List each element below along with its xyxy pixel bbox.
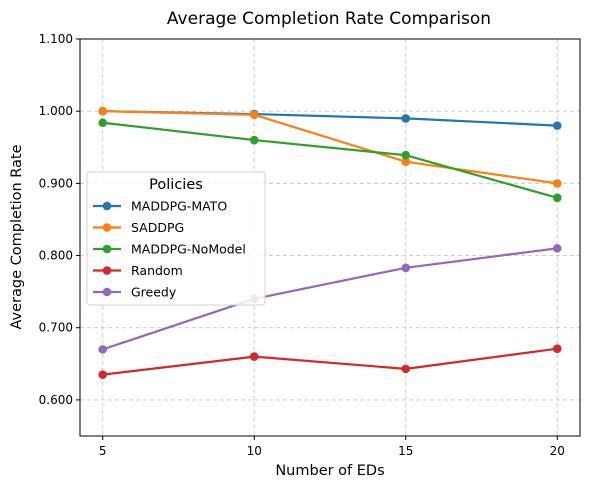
data-point-maddpg-mato	[401, 114, 411, 123]
legend-marker-maddpg-mato	[102, 201, 112, 211]
y-tick-label: 1.100	[39, 32, 73, 46]
y-axis-label: Average Completion Rate	[9, 144, 25, 329]
x-tick-label: 10	[247, 444, 262, 458]
series-layer	[98, 106, 562, 379]
series-line-saddpg	[102, 110, 558, 185]
legend-marker-greedy	[102, 287, 112, 297]
legend: Policies MADDPG-MATO SADDPG MADDPG-NoModel…	[86, 171, 266, 306]
y-axis: 0.600 0.700 0.800 0.900 1.000 1.100	[39, 32, 80, 407]
y-tick-label: 0.800	[39, 249, 73, 263]
data-point-maddpg-nomodel	[98, 118, 108, 128]
chart-title: Average Completion Rate Comparison	[167, 9, 491, 29]
data-point-greedy	[552, 244, 562, 253]
data-point-saddpg	[552, 179, 562, 188]
y-tick-label: 1.000	[39, 104, 73, 118]
plot-frame	[79, 38, 581, 437]
data-point-saddpg	[249, 110, 259, 120]
series-line-greedy	[102, 247, 558, 351]
data-point-saddpg	[98, 106, 108, 116]
legend-label-saddpg: SADDPG	[131, 220, 184, 235]
legend-frame	[86, 171, 266, 306]
y-tick-label: 0.600	[39, 393, 73, 407]
data-point-random	[401, 364, 411, 374]
x-axis: 5 10 15 20	[99, 436, 565, 458]
x-tick-label: 5	[99, 444, 107, 458]
data-point-random	[552, 344, 562, 353]
data-point-random	[249, 352, 259, 361]
data-point-maddpg-mato	[552, 121, 562, 130]
x-tick-label: 15	[398, 444, 413, 458]
legend-label-random: Random	[131, 263, 183, 278]
series-line-maddpg-nomodel	[102, 121, 558, 199]
x-tick-label: 20	[550, 444, 565, 458]
legend-marker-saddpg	[102, 223, 112, 232]
legend-title: Policies	[149, 177, 203, 193]
data-point-maddpg-nomodel	[249, 135, 259, 145]
data-point-maddpg-nomodel	[552, 193, 562, 203]
data-point-greedy	[98, 345, 108, 354]
series-line-random	[102, 347, 558, 376]
legend-label-maddpg-nomodel: MADDPG-NoModel	[131, 242, 246, 257]
y-tick-label: 0.700	[39, 321, 73, 335]
data-point-maddpg-nomodel	[401, 150, 411, 160]
data-point-random	[98, 370, 108, 379]
legend-marker-maddpg-nomodel	[102, 244, 112, 254]
y-tick-label: 0.900	[39, 176, 73, 190]
data-point-saddpg	[401, 157, 411, 167]
data-point-greedy	[401, 263, 411, 273]
legend-label-greedy: Greedy	[131, 285, 177, 300]
legend-items: MADDPG-MATO SADDPG MADDPG-NoModel Random Gre…	[93, 199, 246, 300]
x-axis-label: Number of EDs	[275, 463, 384, 479]
legend-label-maddpg-mato: MADDPG-MATO	[131, 199, 227, 214]
legend-marker-random	[102, 266, 112, 275]
